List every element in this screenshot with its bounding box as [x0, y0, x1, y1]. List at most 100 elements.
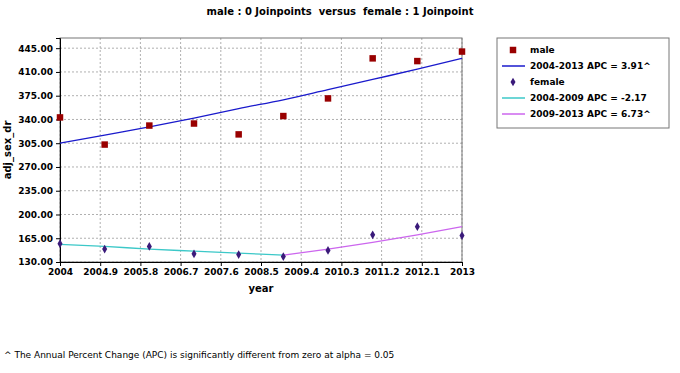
- x-tick-label: 2005.8: [124, 267, 159, 277]
- y-tick-label: 200.00: [18, 210, 53, 220]
- y-tick-label: 375.00: [18, 91, 53, 101]
- y-tick: 165.00: [18, 234, 60, 244]
- x-tick-mark: [221, 262, 222, 266]
- y-tick: 200.00: [18, 210, 60, 220]
- legend-label: female: [530, 77, 565, 87]
- x-tick-label: 2007.6: [204, 267, 239, 277]
- grid: [60, 38, 462, 262]
- x-tick-mark: [462, 262, 463, 266]
- y-tick: 375.00: [18, 91, 60, 101]
- x-tick: 2009.4: [284, 262, 319, 277]
- data-point: [101, 141, 107, 147]
- data-point: [370, 230, 375, 239]
- data-point: [325, 95, 331, 101]
- plot-frame: [60, 38, 462, 262]
- data-point: [459, 231, 464, 240]
- x-tick: 2011.2: [365, 262, 400, 277]
- grid-line-y: [60, 119, 462, 120]
- x-tick-label: 2011.2: [365, 267, 400, 277]
- data-point: [147, 242, 152, 251]
- x-tick-mark: [140, 262, 141, 266]
- grid-line-y: [60, 48, 462, 49]
- data-point: [102, 245, 107, 254]
- legend-line: [502, 113, 525, 115]
- legend-marker: [510, 78, 515, 87]
- y-tick-label: 130.00: [18, 257, 53, 267]
- x-tick-label: 2013: [450, 267, 475, 277]
- y-tick-mark: [56, 214, 60, 215]
- grid-line-y: [60, 214, 462, 215]
- fit-line: [60, 58, 462, 143]
- x-tick: 2013: [450, 262, 475, 277]
- y-tick-label: 165.00: [18, 234, 53, 244]
- x-tick-mark: [341, 262, 342, 266]
- legend-label: 2004-2009 APC = -2.17: [530, 93, 647, 103]
- y-axis: 130.00 165.00 200.00 235.00 270.00 305.00 340.…: [18, 39, 60, 268]
- x-tick-mark: [100, 262, 101, 266]
- x-tick: 2012.1: [405, 262, 440, 277]
- x-axis-title: year: [249, 283, 274, 294]
- data-point: [57, 239, 62, 248]
- y-tick: 130.00: [18, 257, 60, 267]
- x-tick: 2010.3: [325, 262, 360, 277]
- footnote: ^ The Annual Percent Change (APC) is sig…: [4, 350, 394, 360]
- legend-line: [502, 97, 525, 99]
- grid-line-y: [60, 95, 462, 96]
- y-tick-mark: [56, 143, 60, 144]
- x-tick-label: 2012.1: [405, 267, 440, 277]
- y-axis-title: adj_sex_dr: [2, 121, 14, 180]
- y-axis-line: [56, 39, 61, 263]
- data-point: [281, 252, 286, 261]
- x-axis: 2004 2004.9 2005.8 2006.7 2007.6 2008.5 2009.4…: [48, 262, 475, 277]
- plot-area: [57, 48, 465, 261]
- y-tick-label: 445.00: [18, 44, 53, 54]
- y-tick-label: 305.00: [18, 139, 53, 149]
- x-tick-mark: [301, 262, 302, 266]
- grid-line-y: [60, 166, 462, 167]
- data-point: [57, 114, 63, 120]
- y-tick: 235.00: [18, 186, 60, 196]
- grid-line-y: [60, 143, 462, 144]
- y-tick: 340.00: [18, 115, 60, 125]
- y-tick-mark: [56, 72, 60, 73]
- y-tick-mark: [56, 167, 60, 168]
- legend-label: 2009-2013 APC = 6.73^: [530, 109, 651, 119]
- data-point: [414, 58, 420, 64]
- legend: male2004-2013 APC = 3.91^female2004-2009…: [497, 38, 669, 128]
- legend-marker: [510, 47, 516, 53]
- data-point: [369, 55, 375, 61]
- x-axis-line: [61, 263, 463, 267]
- y-tick-mark: [56, 48, 60, 49]
- y-tick: 270.00: [18, 162, 60, 172]
- x-tick-mark: [382, 262, 383, 266]
- y-tick-label: 410.00: [18, 67, 53, 77]
- data-point: [415, 222, 420, 231]
- y-tick: 410.00: [18, 67, 60, 77]
- x-tick: 2006.7: [164, 262, 199, 277]
- y-tick-label: 270.00: [18, 162, 53, 172]
- data-point: [325, 246, 330, 255]
- data-point: [236, 250, 241, 259]
- data-point: [235, 131, 241, 137]
- y-tick: 445.00: [18, 44, 60, 54]
- x-tick-label: 2004: [48, 267, 73, 277]
- title: male : 0 Joinpoints versus female : 1 Jo…: [207, 6, 474, 17]
- y-tick-label: 340.00: [18, 115, 53, 125]
- fit-line: [60, 244, 283, 255]
- x-tick-mark: [181, 262, 182, 266]
- data-point: [459, 48, 465, 54]
- x-tick-label: 2006.7: [164, 267, 199, 277]
- legend-line: [502, 65, 525, 67]
- y-tick-mark: [56, 238, 60, 239]
- chart: male : 0 Joinpoints versus female : 1 Jo…: [0, 0, 680, 373]
- data-point: [191, 249, 196, 258]
- x-tick: 2005.8: [124, 262, 159, 277]
- x-tick-label: 2009.4: [284, 267, 319, 277]
- x-tick: 2007.6: [204, 262, 239, 277]
- fit-line: [283, 227, 462, 256]
- legend-label: male: [530, 45, 555, 55]
- grid-line-y: [60, 190, 462, 191]
- x-tick-mark: [261, 262, 262, 266]
- x-tick: 2008.5: [244, 262, 279, 277]
- x-tick-label: 2004.9: [83, 267, 118, 277]
